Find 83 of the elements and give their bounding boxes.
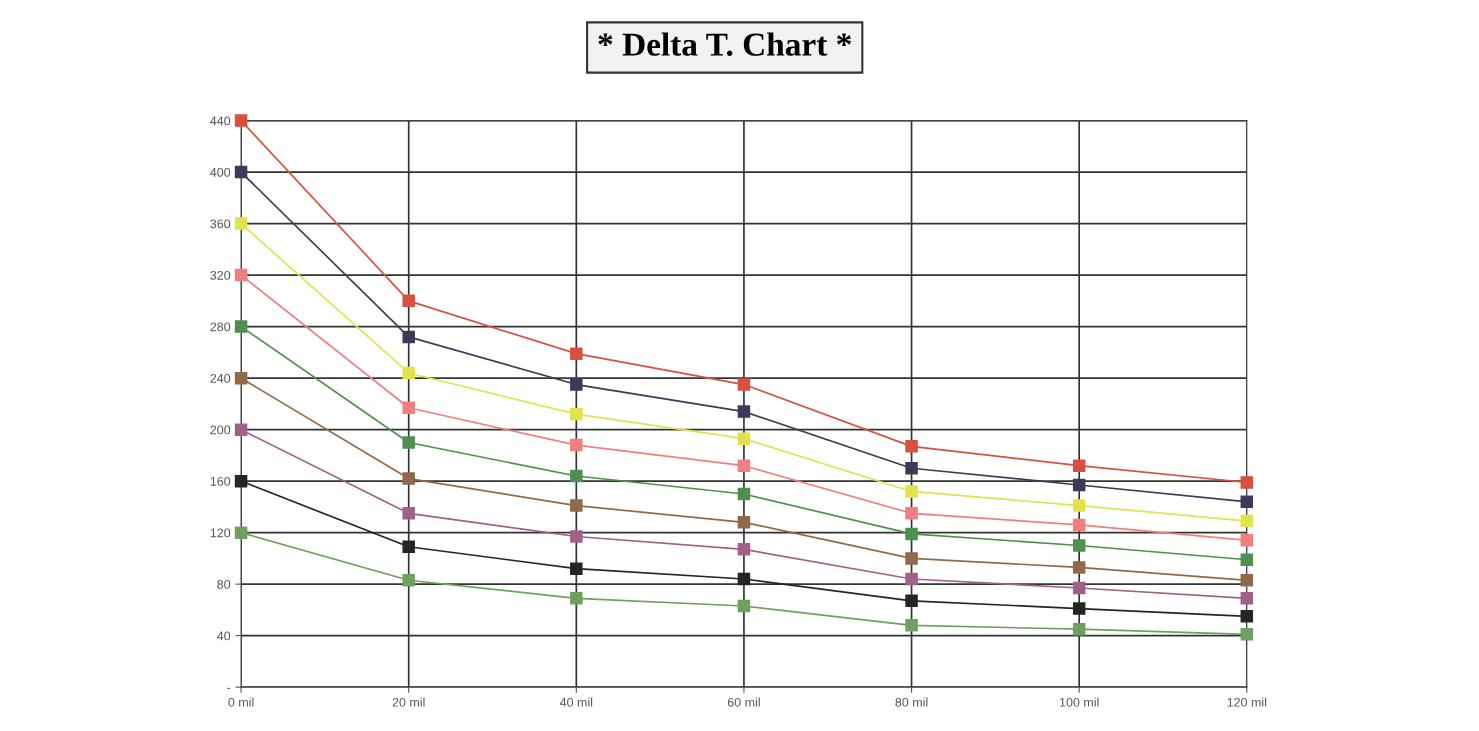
point xyxy=(570,592,583,605)
point xyxy=(1240,574,1254,587)
point xyxy=(737,378,751,391)
x-tick-label: 100 mil xyxy=(1059,697,1099,707)
point xyxy=(402,574,415,587)
point xyxy=(737,432,751,445)
point xyxy=(402,540,415,554)
point xyxy=(1240,495,1254,508)
point xyxy=(737,516,751,529)
y-tick-label: - xyxy=(227,687,231,689)
point xyxy=(905,527,918,541)
point xyxy=(1240,534,1254,547)
y-tick-label: 200 xyxy=(210,425,231,435)
point xyxy=(1240,553,1254,566)
point xyxy=(402,330,415,344)
point xyxy=(234,114,248,127)
point xyxy=(234,371,248,385)
point xyxy=(1072,518,1086,532)
point xyxy=(1072,561,1086,574)
y-tick-label: 240 xyxy=(210,373,231,383)
point xyxy=(570,499,583,512)
point xyxy=(402,294,415,308)
point xyxy=(570,530,583,543)
point xyxy=(1072,622,1086,636)
point xyxy=(737,543,751,556)
point xyxy=(234,526,248,539)
point xyxy=(737,572,751,586)
y-tick-label: 80 xyxy=(217,579,231,589)
point xyxy=(570,378,583,391)
x-tick-label: 80 mil xyxy=(895,697,928,707)
point xyxy=(402,366,415,380)
x-tick-label: 40 mil xyxy=(559,697,593,707)
y-tick-label: 400 xyxy=(210,167,231,177)
point xyxy=(402,401,415,414)
point xyxy=(905,572,918,586)
y-tick-label: 440 xyxy=(210,116,231,126)
point xyxy=(402,436,415,449)
x-tick-label: 120 mil xyxy=(1227,697,1267,707)
point xyxy=(1072,581,1086,595)
point xyxy=(570,347,583,360)
point xyxy=(905,594,918,608)
point xyxy=(1072,478,1086,492)
x-tick-label: 60 mil xyxy=(727,697,760,707)
point xyxy=(1240,476,1254,489)
point xyxy=(570,469,583,483)
point xyxy=(570,407,583,421)
x-tick-label: 20 mil xyxy=(392,697,425,707)
y-tick-label: 40 xyxy=(217,631,231,641)
y-tick-label: 320 xyxy=(210,270,231,280)
point xyxy=(234,268,248,282)
point xyxy=(402,472,415,485)
point xyxy=(737,459,751,472)
point xyxy=(905,552,918,565)
point xyxy=(1240,592,1254,605)
point xyxy=(570,562,583,575)
point xyxy=(1072,539,1086,552)
point xyxy=(234,320,248,333)
y-tick-label: 120 xyxy=(210,528,231,538)
point xyxy=(737,599,751,613)
point xyxy=(1240,610,1254,623)
point xyxy=(1072,499,1086,512)
y-tick-label: 280 xyxy=(210,322,231,332)
point xyxy=(234,423,248,436)
point xyxy=(905,462,918,475)
point xyxy=(234,474,248,488)
point xyxy=(737,405,751,418)
point xyxy=(234,165,248,179)
x-tick-label: 0 mil xyxy=(228,697,254,707)
point xyxy=(1072,459,1086,472)
y-tick-label: 160 xyxy=(210,476,231,486)
point xyxy=(905,485,918,498)
point xyxy=(905,507,918,520)
point xyxy=(737,487,751,501)
point xyxy=(570,438,583,452)
point xyxy=(905,440,918,453)
point xyxy=(234,217,248,230)
y-tick-label: 360 xyxy=(210,219,231,229)
point xyxy=(1072,602,1086,615)
point xyxy=(402,507,415,520)
point xyxy=(905,619,918,632)
chart-title: * Delta T. Chart * xyxy=(598,32,851,56)
point xyxy=(1240,628,1254,641)
point xyxy=(1240,514,1254,528)
